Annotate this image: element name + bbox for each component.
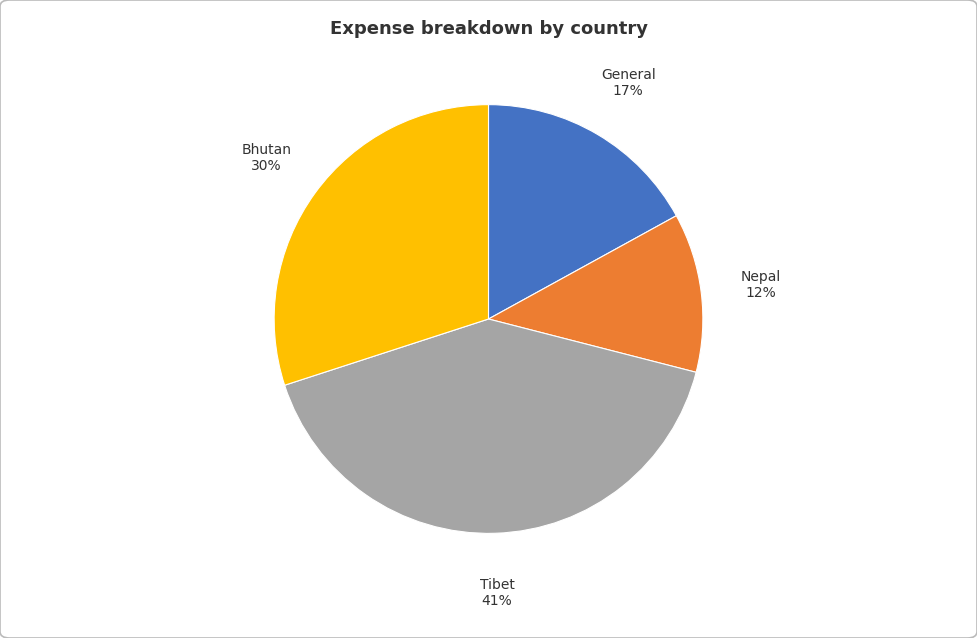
Wedge shape	[284, 319, 697, 533]
Text: Nepal
12%: Nepal 12%	[741, 269, 781, 300]
Wedge shape	[275, 105, 488, 385]
Wedge shape	[488, 216, 702, 373]
Text: Tibet
41%: Tibet 41%	[480, 578, 515, 609]
Wedge shape	[488, 105, 676, 319]
Title: Expense breakdown by country: Expense breakdown by country	[329, 20, 648, 38]
Text: General
17%: General 17%	[601, 68, 656, 98]
Text: Bhutan
30%: Bhutan 30%	[241, 143, 291, 173]
